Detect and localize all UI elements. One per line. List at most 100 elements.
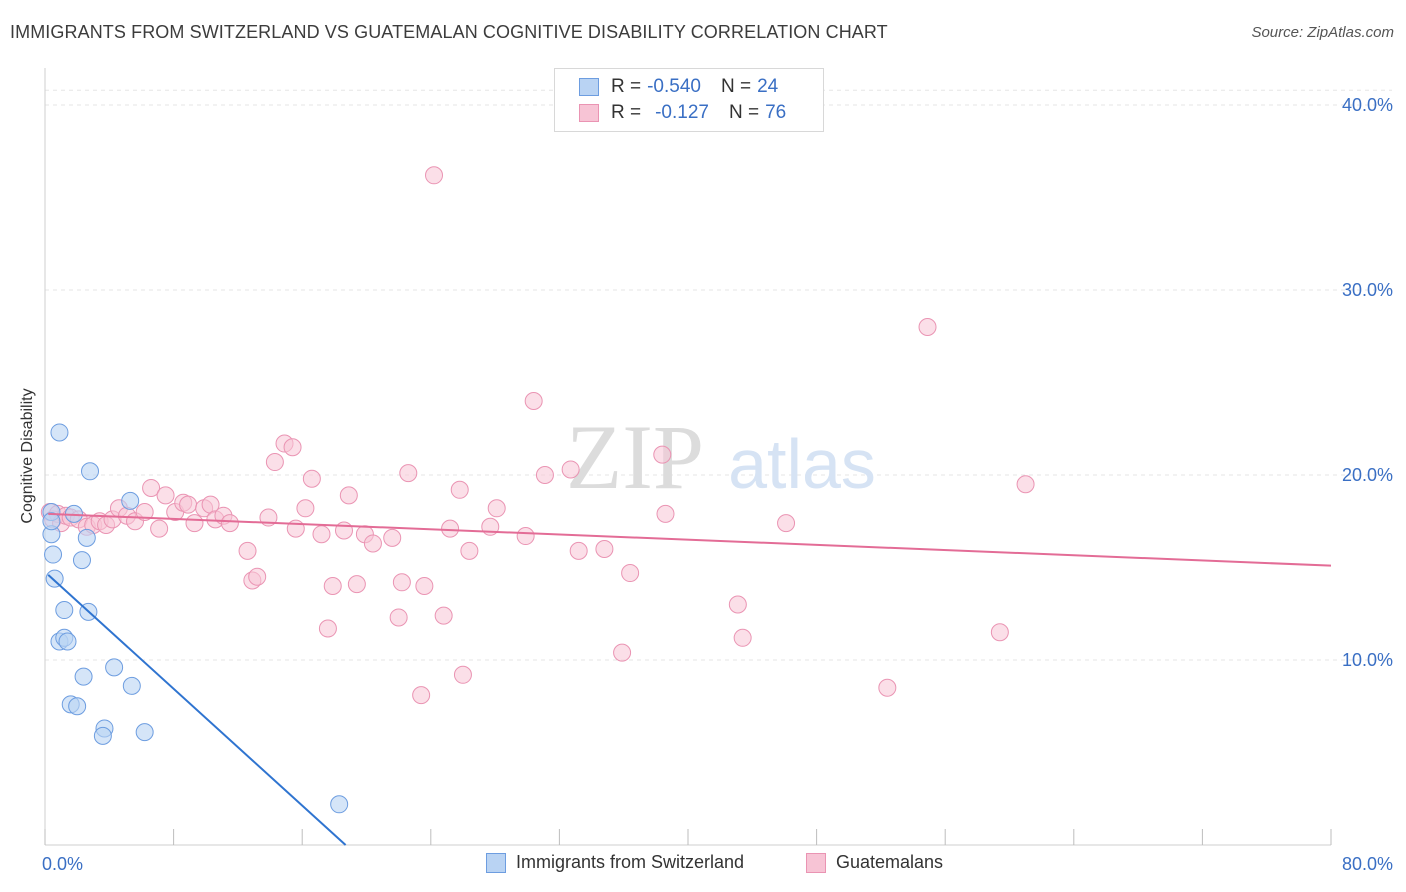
x-tick-label: 0.0% (42, 854, 83, 874)
switzerland-point (122, 676, 141, 695)
y-tick-label: 10.0% (1342, 650, 1393, 670)
switzerland-trend-line (47, 574, 347, 846)
guatemalans-point (878, 678, 897, 697)
legend-row-switzerland: R = -0.540 N = 24 (579, 75, 778, 99)
switzerland-point (72, 551, 91, 570)
legend-n-value: 24 (757, 76, 779, 97)
guatemalans-point (1016, 475, 1035, 494)
guatemalans-point (441, 519, 460, 538)
guatemalans-point (302, 469, 321, 488)
guatemalans-point (613, 643, 632, 662)
legend-row-guatemalans: R = -0.127 N = 76 (579, 101, 786, 125)
legend-r-value: -0.540 (647, 76, 701, 97)
guatemalans-point (238, 541, 257, 560)
source-label: Source: ZipAtlas.com (1251, 24, 1394, 41)
legend-r-label: R = (611, 102, 642, 123)
guatemalans-point (918, 318, 937, 336)
legend-r-label: R = (611, 76, 642, 97)
guatemalans-point (150, 519, 169, 538)
guatemalans-point (135, 503, 154, 521)
guatemalans-point (990, 623, 1009, 642)
guatemalans-point (621, 564, 640, 583)
bottom-legend-swatch-blue (486, 852, 506, 873)
switzerland-point (77, 528, 96, 547)
watermark-zip: ZIP (566, 406, 704, 508)
switzerland-point (42, 512, 61, 531)
watermark-atlas: atlas (728, 425, 876, 503)
axes (44, 68, 1332, 846)
guatemalans-point (399, 464, 418, 483)
guatemalans-point (453, 665, 472, 684)
guatemalans-point (460, 541, 479, 560)
bottom-legend-label: Immigrants from Switzerland (516, 852, 745, 872)
guatemalans-point (569, 541, 588, 560)
guatemalans-point (728, 595, 747, 614)
guatemalans-point (220, 514, 239, 533)
switzerland-point (44, 545, 63, 564)
switzerland-point (45, 569, 64, 588)
guatemalans-point (524, 392, 543, 410)
bottom-legend-guatemalans: Guatemalans (806, 852, 943, 873)
guatemalans-point (450, 480, 469, 499)
switzerland-point (330, 795, 349, 814)
guatemalans-point (142, 478, 161, 497)
x-tick-label: 80.0% (1342, 854, 1393, 874)
tick-labels: 10.0% 20.0% 30.0% 40.0% 0.0% 80.0% (42, 95, 1393, 874)
switzerland-point (105, 658, 124, 677)
guatemalans-point (434, 606, 453, 625)
switzerland-points (42, 423, 349, 814)
guatemalans-point (179, 495, 198, 514)
guatemalans-point (185, 514, 204, 533)
guatemalans-point (383, 528, 402, 547)
chart-title: IMMIGRANTS FROM SWITZERLAND VS GUATEMALA… (10, 22, 888, 42)
y-tick-label: 20.0% (1342, 465, 1393, 485)
guatemalans-point (487, 499, 506, 518)
switzerland-point (121, 491, 140, 510)
guatemalans-points (40, 166, 1035, 705)
guatemalans-point (312, 525, 331, 544)
guatemalans-point (265, 453, 284, 472)
guatemalans-point (561, 460, 580, 479)
guatemalans-point (283, 438, 302, 457)
switzerland-point (68, 697, 87, 716)
guatemalans-point (334, 521, 353, 540)
bottom-legend-swatch-pink (806, 852, 826, 873)
guatemalans-point (156, 486, 175, 505)
switzerland-point (58, 632, 77, 651)
guatemalans-point (656, 504, 675, 523)
guatemalans-point (595, 540, 614, 558)
switzerland-point (81, 462, 100, 481)
legend-swatch-blue (579, 78, 599, 96)
guatemalans-point (415, 577, 434, 595)
guatemalans-point (323, 577, 342, 595)
legend-swatch-pink (579, 104, 599, 122)
switzerland-point (135, 723, 154, 742)
legend-n-value: 76 (765, 102, 787, 123)
guatemalans-point (535, 466, 554, 484)
legend-n-label: N = (720, 76, 752, 97)
guatemalans-trend-line (48, 512, 1332, 567)
trend-lines (47, 512, 1332, 846)
guatemalans-point (389, 608, 408, 627)
guatemalans-point (296, 499, 315, 518)
bottom-legend-switzerland: Immigrants from Switzerland (486, 852, 744, 873)
legend-n-label: N = (728, 102, 760, 123)
guatemalans-point (347, 575, 366, 594)
bottom-legend-label: Guatemalans (836, 852, 944, 872)
guatemalans-point (363, 534, 382, 553)
guatemalans-point (318, 619, 337, 638)
guatemalans-point (516, 527, 535, 546)
switzerland-point (55, 601, 74, 620)
guatemalans-point (425, 166, 444, 185)
guatemalans-point (777, 514, 796, 533)
switzerland-point (93, 726, 112, 745)
switzerland-point (50, 423, 69, 442)
guatemalans-point (392, 573, 411, 592)
guatemalans-point (412, 686, 431, 705)
guatemalans-point (339, 486, 358, 505)
guatemalans-point (733, 628, 752, 647)
correlation-legend: R = -0.540 N = 24 R = -0.127 N = 76 (554, 68, 824, 132)
guatemalans-point (653, 445, 672, 464)
guatemalans-point (248, 567, 267, 586)
